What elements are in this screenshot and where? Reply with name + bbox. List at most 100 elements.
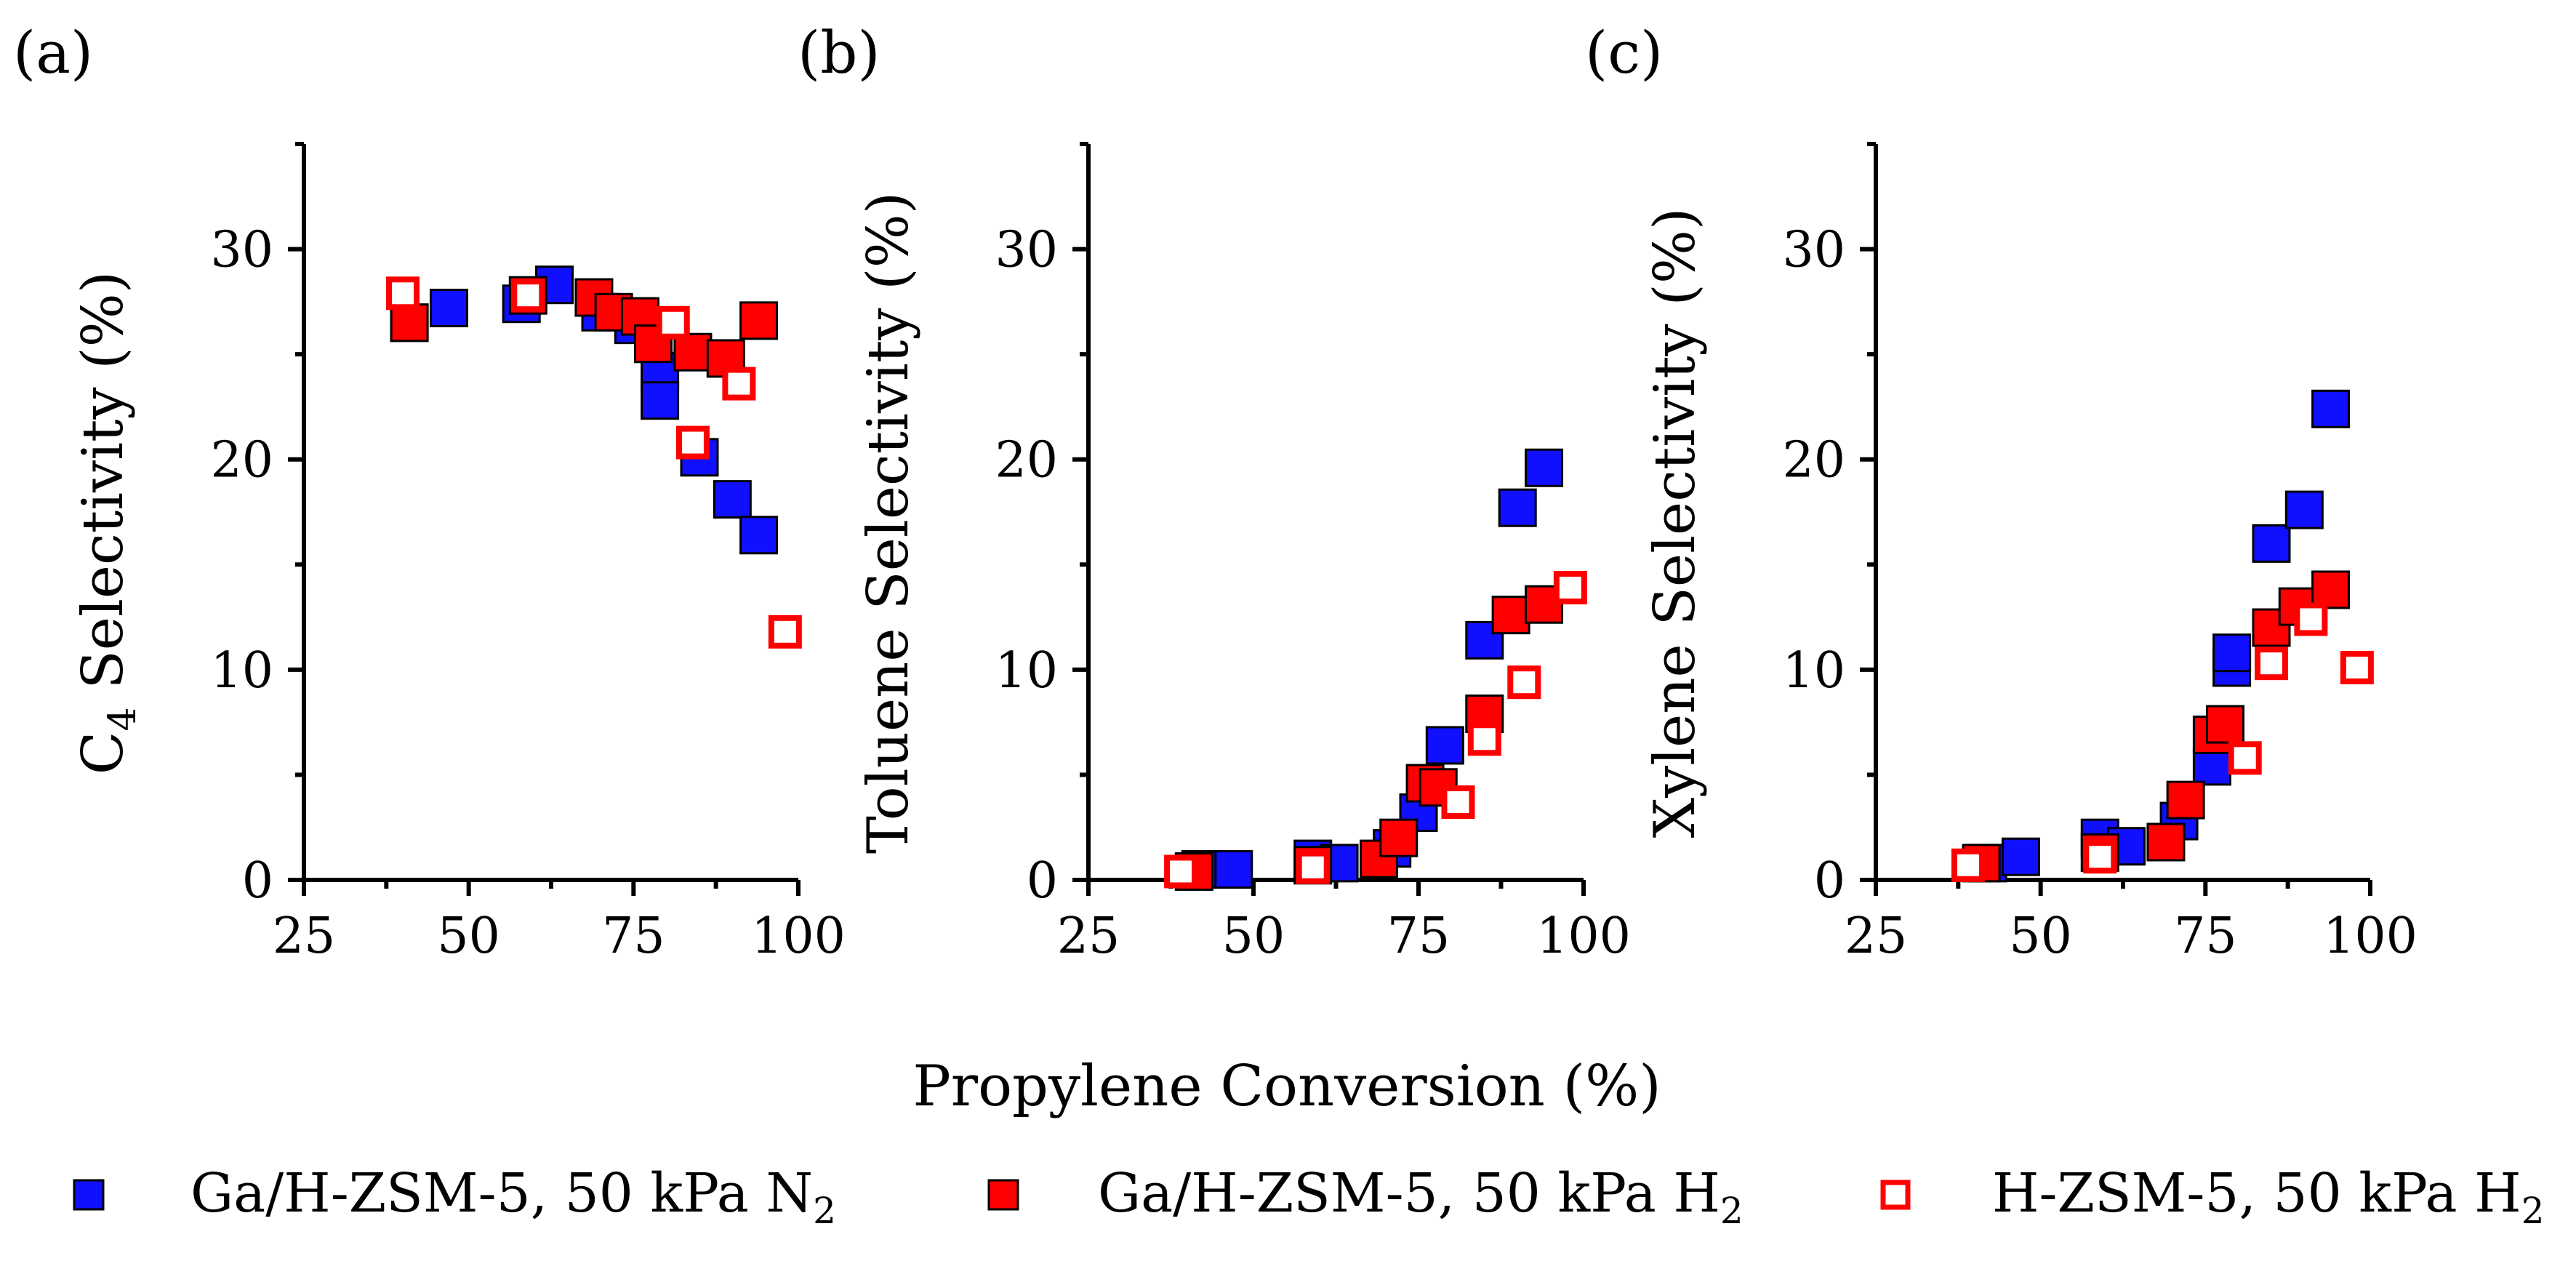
legend-label-red-filled-subscript: 2 bbox=[1720, 1190, 1744, 1232]
y-axis-title: Xylene Selectivity (%) bbox=[1642, 208, 1708, 838]
legend-label-blue-subscript: 2 bbox=[813, 1190, 836, 1232]
x-tick-label: 100 bbox=[2323, 908, 2417, 965]
data-point-blue bbox=[2001, 837, 2040, 876]
y-axis-title-main: Toluene Selectivity (%) bbox=[856, 192, 921, 854]
legend-marker-red-filled-square bbox=[987, 1179, 1019, 1211]
data-point-blue bbox=[2311, 389, 2351, 428]
data-point-open bbox=[2294, 602, 2328, 636]
y-tick-label: 0 bbox=[1814, 852, 1845, 910]
y-tick-label: 30 bbox=[210, 222, 273, 279]
legend-label-red-filled: Ga/H-ZSM-5, 50 kPa H bbox=[1098, 1162, 1720, 1225]
x-tick-label: 25 bbox=[273, 908, 336, 965]
data-point-open bbox=[2340, 650, 2374, 684]
data-point-open bbox=[722, 367, 756, 401]
x-tick-label: 50 bbox=[2009, 908, 2072, 965]
data-point-open bbox=[1441, 785, 1475, 820]
series-open bbox=[1951, 602, 2374, 882]
svg-text:H-ZSM-5, 50 kPa H2: H-ZSM-5, 50 kPa H2 bbox=[1992, 1162, 2545, 1232]
panel-a: (a) 0 10 20 30 25 50 75 100 C4 Selectivity (%) bbox=[13, 19, 846, 965]
y-tick-label: 30 bbox=[1782, 222, 1845, 279]
y-axis-title: Toluene Selectivity (%) bbox=[856, 192, 921, 854]
y-axis-title: C4 Selectivity (%) bbox=[71, 271, 145, 774]
data-point-red bbox=[390, 303, 429, 343]
data-point-open bbox=[2255, 646, 2288, 681]
x-tick-label: 50 bbox=[1222, 908, 1285, 965]
y-axis-title-rest: Selectivity (%) bbox=[71, 271, 136, 708]
y-tick-label: 20 bbox=[210, 432, 273, 489]
data-point-red bbox=[673, 332, 713, 372]
data-point-blue bbox=[713, 480, 752, 519]
panel-label: (b) bbox=[798, 19, 880, 87]
data-point-open bbox=[2228, 741, 2262, 775]
panel-label: (a) bbox=[13, 19, 93, 87]
data-point-blue bbox=[2192, 747, 2231, 786]
data-point-red bbox=[1491, 596, 1530, 635]
legend-label-red-open: H-ZSM-5, 50 kPa H bbox=[1992, 1162, 2521, 1225]
data-point-open bbox=[675, 425, 710, 460]
legend-marker-blue-filled-square bbox=[73, 1179, 105, 1211]
data-point-open bbox=[1296, 850, 1330, 884]
y-tick-label: 10 bbox=[210, 642, 273, 700]
y-tick-label: 0 bbox=[242, 852, 273, 910]
data-point-red bbox=[2311, 570, 2351, 609]
data-point-blue bbox=[739, 516, 779, 555]
legend-label-red-open-subscript: 2 bbox=[2521, 1190, 2545, 1232]
series-red bbox=[1962, 570, 2351, 883]
x-tick-label: 75 bbox=[602, 908, 665, 965]
data-point-blue bbox=[2284, 490, 2324, 529]
data-point-red bbox=[2206, 705, 2245, 744]
y-axis-title-main: C bbox=[71, 732, 136, 775]
x-tick-label: 100 bbox=[751, 908, 846, 965]
data-point-open bbox=[511, 279, 545, 313]
data-point-blue bbox=[1498, 488, 1537, 527]
data-point-open bbox=[1951, 848, 1985, 882]
y-axis-title-main: Xylene Selectivity (%) bbox=[1642, 208, 1708, 838]
x-tick-label: 100 bbox=[1536, 908, 1631, 965]
y-tick-label: 20 bbox=[1782, 432, 1845, 489]
svg-text:Ga/H-ZSM-5, 50 kPa H2: Ga/H-ZSM-5, 50 kPa H2 bbox=[1098, 1162, 1744, 1232]
data-point-open bbox=[2083, 840, 2117, 874]
data-point-open bbox=[386, 276, 420, 311]
data-point-open bbox=[1553, 571, 1587, 605]
data-point-red bbox=[739, 301, 779, 340]
legend-item-red-open: H-ZSM-5, 50 kPa H2 bbox=[1880, 1162, 2545, 1232]
data-point-open bbox=[1467, 722, 1501, 756]
data-point-open bbox=[1164, 854, 1198, 889]
x-tick-label: 75 bbox=[1387, 908, 1450, 965]
y-tick-label: 30 bbox=[995, 222, 1058, 279]
data-point-blue bbox=[1525, 448, 1564, 487]
data-point-blue bbox=[2212, 633, 2252, 673]
y-axis-title-subscript: 4 bbox=[101, 707, 145, 731]
data-point-blue bbox=[429, 289, 468, 328]
y-tick-label: 10 bbox=[1782, 642, 1845, 700]
y-tick-label: 10 bbox=[995, 642, 1058, 700]
legend-label-blue: Ga/H-ZSM-5, 50 kPa N bbox=[190, 1162, 813, 1225]
data-point-red bbox=[1379, 818, 1419, 857]
x-tick-label: 25 bbox=[1845, 908, 1908, 965]
series-open bbox=[1164, 571, 1587, 889]
legend-item-blue: Ga/H-ZSM-5, 50 kPa N2 bbox=[73, 1162, 836, 1232]
panel-label: (c) bbox=[1585, 19, 1663, 87]
y-tick-label: 20 bbox=[995, 432, 1058, 489]
x-tick-label: 50 bbox=[437, 908, 500, 965]
data-point-red bbox=[1525, 585, 1564, 624]
data-point-blue bbox=[641, 381, 680, 420]
x-tick-label: 75 bbox=[2174, 908, 2237, 965]
data-point-open bbox=[1507, 665, 1541, 700]
y-tick-label: 0 bbox=[1027, 852, 1058, 910]
series-blue bbox=[1968, 389, 2351, 883]
legend-item-red-filled: Ga/H-ZSM-5, 50 kPa H2 bbox=[987, 1162, 1744, 1232]
series-red bbox=[1174, 585, 1564, 891]
data-point-blue bbox=[1425, 726, 1464, 765]
panel-c: (c) 0 10 20 30 25 50 75 100 Xylene Selectivity (%… bbox=[1585, 19, 2417, 965]
svg-text:Ga/H-ZSM-5, 50 kPa N2: Ga/H-ZSM-5, 50 kPa N2 bbox=[190, 1162, 836, 1232]
x-axis-title: Propylene Conversion (%) bbox=[912, 1054, 1661, 1119]
data-point-blue bbox=[1214, 850, 1253, 889]
data-point-open bbox=[768, 615, 802, 649]
data-point-open bbox=[656, 305, 690, 340]
legend-marker-red-open-square bbox=[1880, 1180, 1911, 1210]
panel-b: (b) 0 10 20 30 25 50 75 100 Toluene Selectivity (… bbox=[798, 19, 1631, 965]
data-point-blue bbox=[2252, 524, 2291, 563]
